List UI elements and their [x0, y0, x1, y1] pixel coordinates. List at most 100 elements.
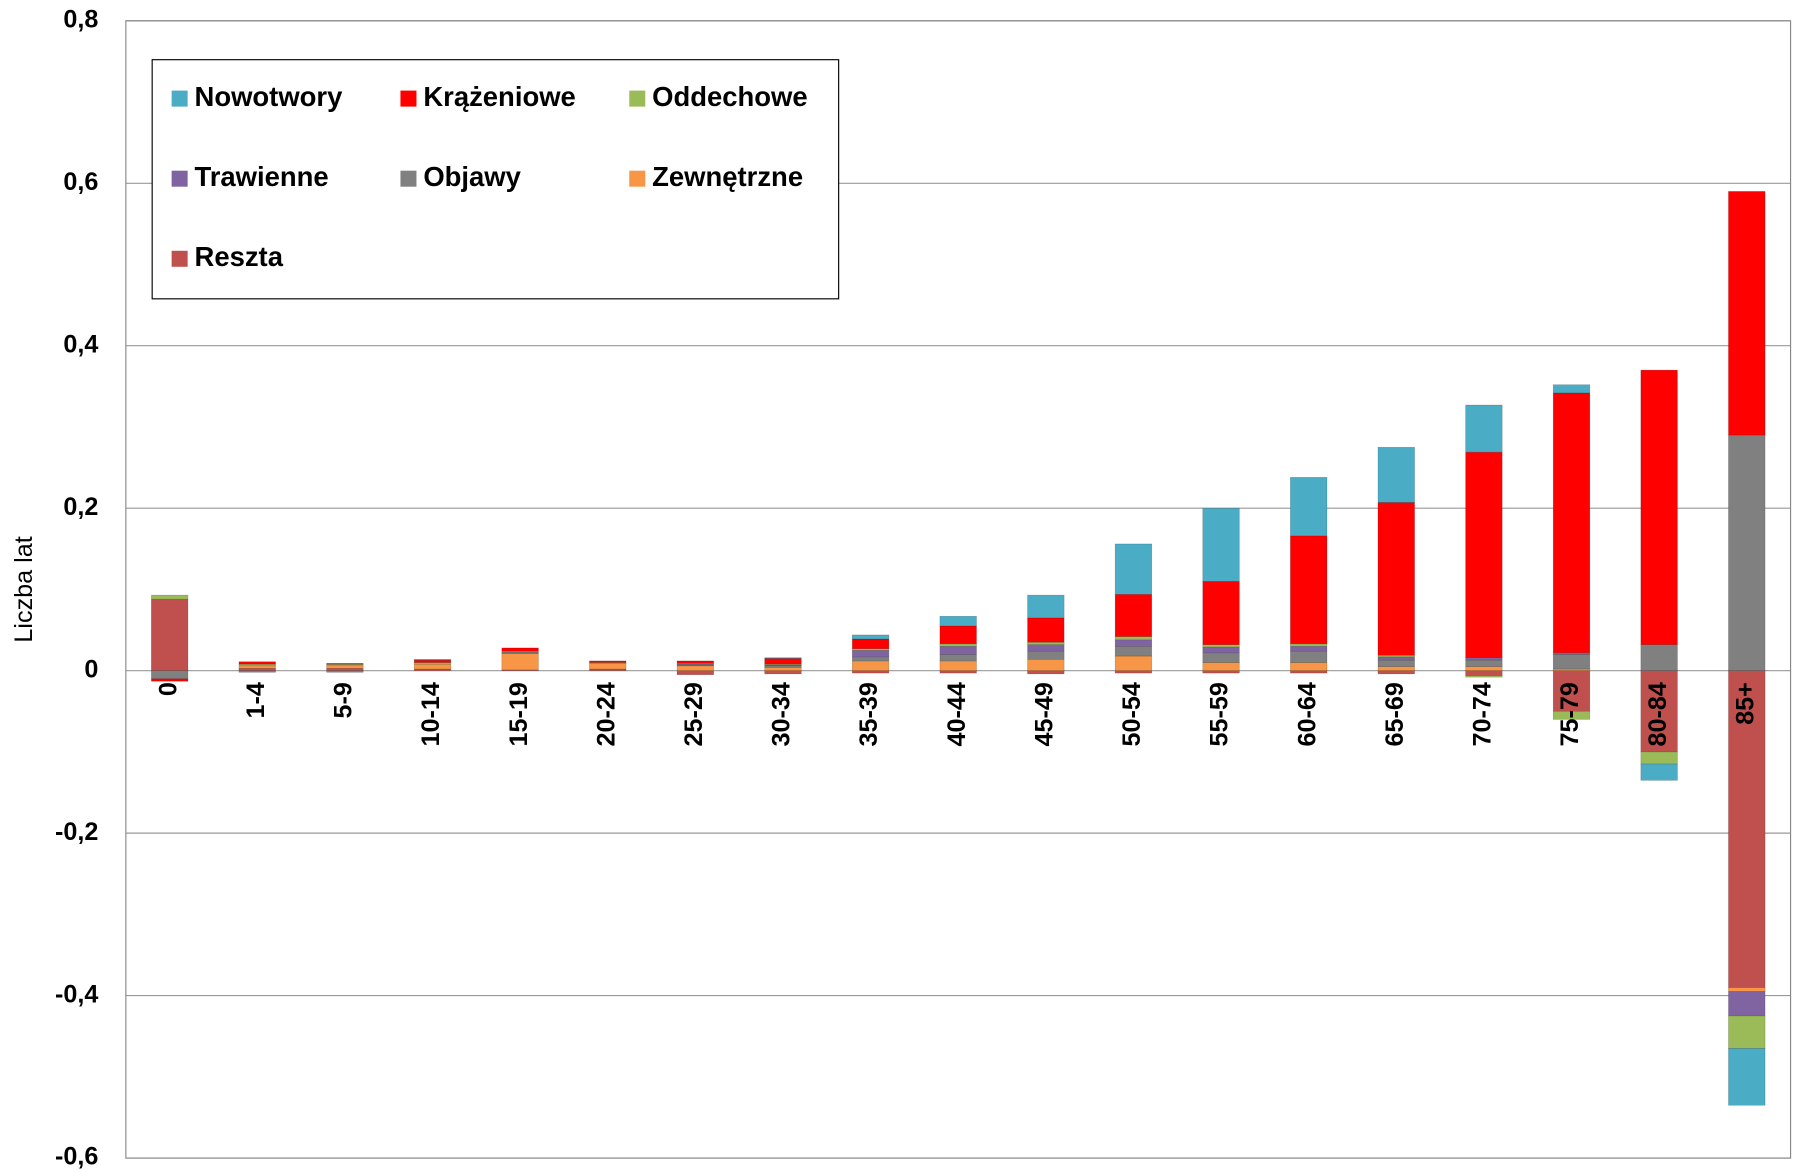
bar-segment [1377, 502, 1415, 656]
bar-segment [939, 625, 977, 645]
legend-swatch [629, 90, 646, 107]
bar-segment [1377, 659, 1415, 667]
bar-segment [852, 670, 890, 674]
bar-segment [1114, 655, 1153, 671]
bar-segment [238, 667, 276, 671]
bar-segment [1027, 670, 1065, 675]
bar-segment [413, 663, 452, 670]
bar-segment [1290, 650, 1328, 663]
bar-segment [852, 638, 890, 650]
x-tick-label: 85+ [1731, 682, 1759, 725]
legend-label: Reszta [195, 241, 284, 272]
bar-segment [589, 660, 627, 663]
x-tick-label: 1-4 [242, 682, 270, 718]
bar-segment [852, 656, 890, 662]
bar-segment [151, 594, 189, 600]
bar-segment [1290, 535, 1328, 645]
x-tick-label: 15-19 [505, 682, 533, 746]
bar-segment [1728, 1015, 1766, 1049]
bar-segment [326, 670, 364, 673]
bar-segment [1552, 654, 1591, 670]
bar-segment [501, 647, 539, 652]
bar-segment [1114, 594, 1153, 637]
bar-segment [1027, 641, 1065, 645]
bar-segment [939, 615, 977, 627]
y-tick-label: -0,2 [55, 818, 98, 846]
bar-segment [501, 653, 539, 671]
bar-segment [1728, 191, 1766, 436]
y-tick-label: -0,4 [55, 980, 98, 1008]
bar-segment [852, 660, 890, 671]
bar-segment [326, 664, 364, 669]
legend-swatch [171, 170, 188, 187]
bar-segment [1290, 646, 1328, 652]
legend-swatch [629, 170, 646, 187]
bar-segment [1552, 384, 1591, 394]
y-tick-label: 0,4 [63, 330, 98, 358]
bar-segment [1027, 644, 1065, 652]
bar-segment [1465, 451, 1503, 658]
bar-segment [1728, 991, 1766, 1017]
bar-segment [1290, 670, 1328, 674]
bar-segment [939, 670, 977, 674]
legend-swatch [171, 250, 188, 267]
x-tick-label: 30-34 [768, 682, 796, 746]
x-tick-label: 25-29 [680, 682, 708, 746]
bar-segment [1465, 659, 1503, 667]
bar-segment [238, 665, 276, 669]
x-tick-label: 70-74 [1469, 682, 1497, 746]
bar-segment [1377, 446, 1415, 503]
x-tick-label: 50-54 [1118, 682, 1146, 746]
x-tick-label: 60-64 [1293, 682, 1321, 746]
bar-segment [1027, 659, 1065, 671]
legend-swatch [171, 90, 188, 107]
bar-segment [1202, 507, 1240, 582]
bar-segment [764, 658, 802, 665]
bar-segment [1202, 670, 1240, 674]
x-tick-label: 5-9 [330, 682, 358, 718]
bar-segment [1465, 404, 1503, 453]
bar-segment [1027, 617, 1065, 643]
legend-label: Objawy [423, 161, 521, 192]
bar-segment [939, 646, 977, 655]
x-tick-label: 40-44 [943, 682, 971, 746]
legend-label: Zewnętrzne [652, 161, 803, 192]
y-tick-label: 0,2 [63, 493, 98, 521]
bar-segment [1202, 581, 1240, 645]
y-tick-label: 0 [84, 655, 98, 683]
bar-segment [151, 670, 189, 680]
legend-label: Oddechowe [652, 81, 808, 112]
bar-segment [1640, 644, 1678, 671]
x-tick-label: 45-49 [1030, 682, 1058, 746]
legend-label: Krążeniowe [423, 81, 575, 112]
bar-segment [413, 659, 452, 661]
bar-segment [1552, 710, 1591, 720]
bar-segment [151, 678, 189, 682]
bar-segment [1114, 636, 1153, 641]
bar-segment [151, 598, 189, 671]
bar-segment [1377, 670, 1415, 675]
bar-segment [1202, 646, 1240, 654]
x-tick-label: 35-39 [855, 682, 883, 746]
bar-segment [326, 667, 364, 671]
bar-segment [1290, 477, 1328, 537]
legend-swatch [400, 170, 417, 187]
bar-segment [1465, 670, 1503, 676]
bar-segment [1728, 670, 1766, 988]
bar-segment [238, 670, 276, 673]
bar-segment [1202, 652, 1240, 663]
bar-segment [326, 663, 364, 665]
bar-segment [1552, 392, 1591, 654]
bar-segment [1114, 543, 1153, 595]
bar-segment [676, 665, 714, 671]
bar-segment [1377, 666, 1415, 671]
bar-segment [589, 662, 627, 664]
plot-frame [125, 20, 1792, 1159]
bar-segment [1202, 662, 1240, 671]
bar-segment [1114, 646, 1153, 657]
bar-segment [939, 654, 977, 662]
bar-segment [676, 670, 714, 676]
x-tick-label: 20-24 [592, 682, 620, 746]
bar-segment [1027, 650, 1065, 660]
